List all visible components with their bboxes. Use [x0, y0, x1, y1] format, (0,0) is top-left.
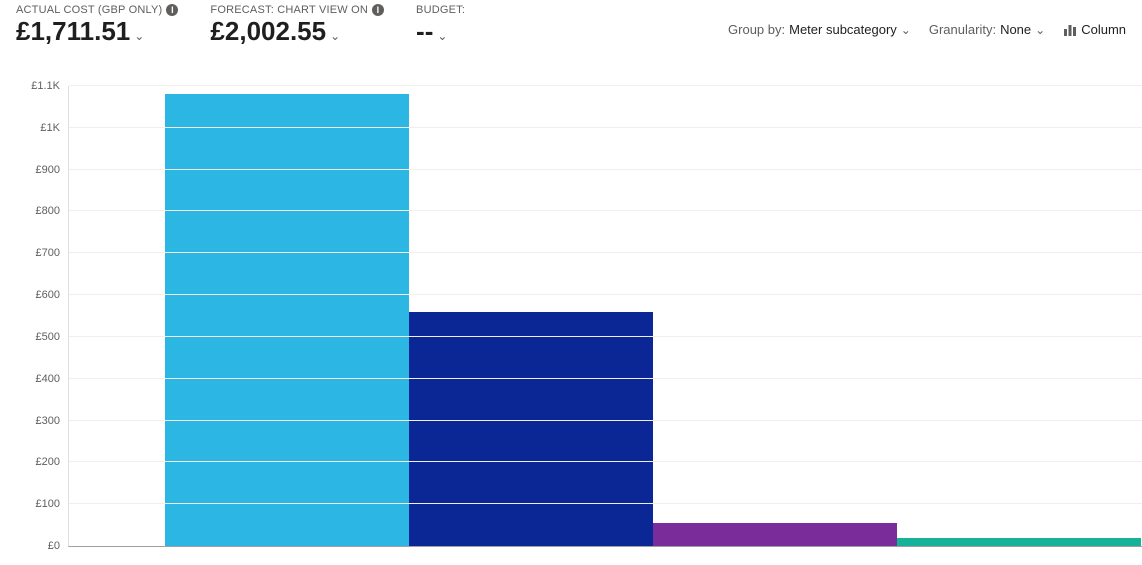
y-axis-tick: £500: [16, 331, 60, 343]
y-axis-tick: £200: [16, 456, 60, 468]
grid-line: [69, 252, 1142, 253]
grid-line: [69, 127, 1142, 128]
y-axis-tick: £1.1K: [16, 80, 60, 92]
group-by-label: Group by:: [728, 22, 785, 37]
budget-metric: BUDGET: -- ⌄: [416, 4, 465, 47]
actual-cost-value: £1,711.51: [16, 16, 130, 47]
y-axis-tick: £1K: [16, 122, 60, 134]
chart-type-dropdown[interactable]: Column: [1063, 22, 1126, 37]
y-axis-tick: £100: [16, 498, 60, 510]
group-by-value: Meter subcategory: [789, 22, 897, 37]
chart-bar[interactable]: [653, 523, 897, 546]
budget-label-text: BUDGET:: [416, 4, 465, 16]
y-axis-tick: £800: [16, 205, 60, 217]
grid-line: [69, 294, 1142, 295]
forecast-label-text: FORECAST: CHART VIEW ON: [210, 4, 368, 16]
y-axis: £0 £100 £200 £300 £400 £500 £600 £700 £800 £900 £1…: [16, 78, 60, 565]
forecast-value: £2,002.55: [210, 16, 326, 47]
grid-line: [69, 85, 1142, 86]
info-icon[interactable]: i: [372, 4, 384, 16]
grid-line: [69, 420, 1142, 421]
granularity-dropdown[interactable]: Granularity: None ⌄: [929, 22, 1045, 37]
y-axis-tick: £600: [16, 289, 60, 301]
chart-bar[interactable]: [409, 312, 653, 546]
actual-cost-label: ACTUAL COST (GBP ONLY) i: [16, 4, 178, 16]
group-by-dropdown[interactable]: Group by: Meter subcategory ⌄: [728, 22, 911, 37]
y-axis-tick: £300: [16, 415, 60, 427]
forecast-metric: FORECAST: CHART VIEW ON i £2,002.55 ⌄: [210, 4, 384, 47]
column-chart-icon: [1063, 23, 1077, 37]
chevron-down-icon[interactable]: ⌄: [134, 29, 144, 43]
chevron-down-icon: ⌄: [901, 23, 911, 37]
y-axis-tick: £0: [16, 540, 60, 552]
info-icon[interactable]: i: [166, 4, 178, 16]
y-axis-tick: £400: [16, 373, 60, 385]
chart-bar[interactable]: [165, 94, 409, 546]
grid-line: [69, 169, 1142, 170]
chart-bar[interactable]: [897, 538, 1141, 546]
actual-cost-metric: ACTUAL COST (GBP ONLY) i £1,711.51 ⌄: [16, 4, 178, 47]
actual-cost-label-text: ACTUAL COST (GBP ONLY): [16, 4, 162, 16]
chart-type-value: Column: [1081, 22, 1126, 37]
grid-line: [69, 503, 1142, 504]
budget-label: BUDGET:: [416, 4, 465, 16]
y-axis-tick: £900: [16, 164, 60, 176]
budget-value: --: [416, 16, 433, 47]
chart-bars: [69, 86, 1142, 546]
y-axis-tick: £700: [16, 247, 60, 259]
grid-line: [69, 336, 1142, 337]
granularity-label: Granularity:: [929, 22, 996, 37]
chevron-down-icon[interactable]: ⌄: [330, 29, 340, 43]
chevron-down-icon[interactable]: ⌄: [437, 29, 447, 43]
grid-line: [69, 378, 1142, 379]
cost-chart: £0 £100 £200 £300 £400 £500 £600 £700 £800 £900 £1…: [16, 78, 1142, 565]
grid-line: [69, 210, 1142, 211]
chevron-down-icon: ⌄: [1035, 23, 1045, 37]
granularity-value: None: [1000, 22, 1031, 37]
chart-plot: [68, 86, 1142, 547]
grid-line: [69, 461, 1142, 462]
forecast-label: FORECAST: CHART VIEW ON i: [210, 4, 384, 16]
